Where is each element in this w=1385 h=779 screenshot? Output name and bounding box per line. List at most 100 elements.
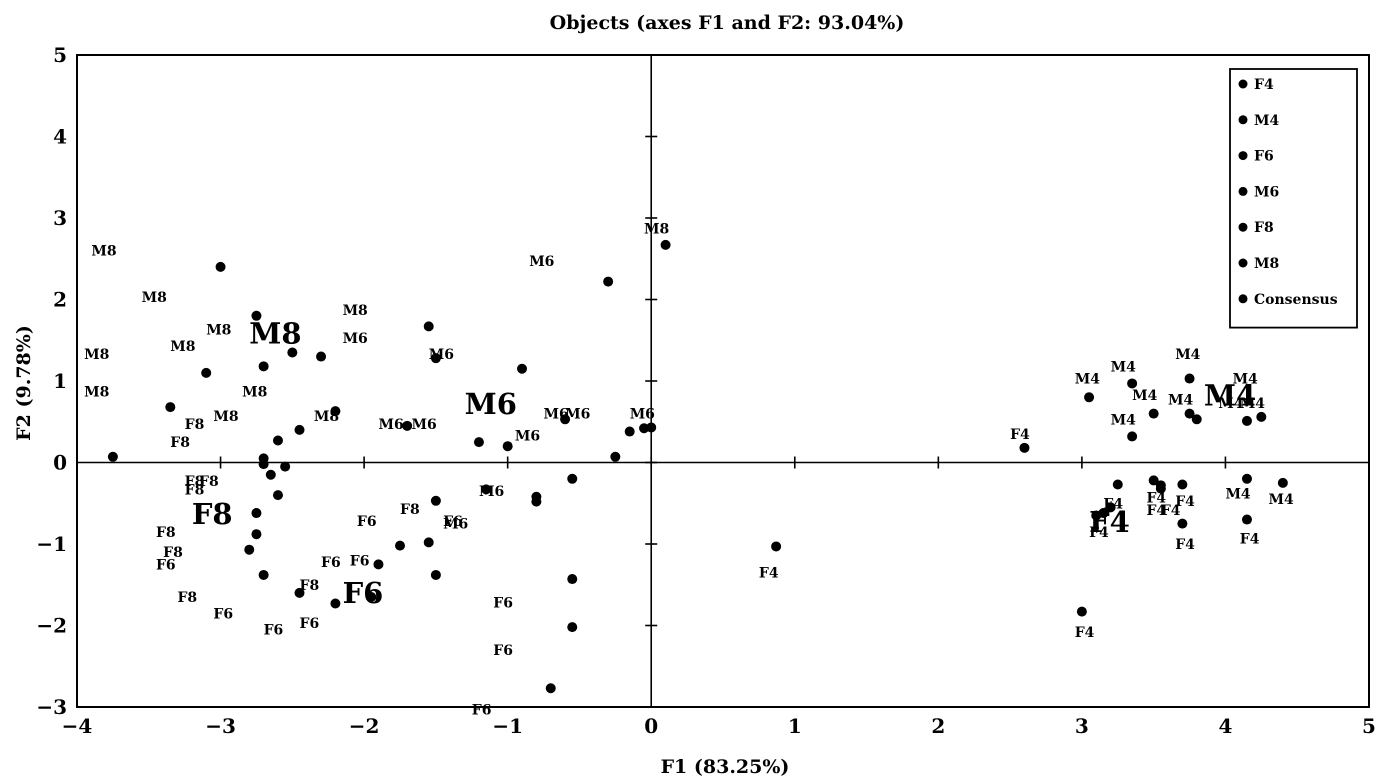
point-label: M4 (1269, 492, 1294, 508)
y-tick-label: −1 (36, 532, 67, 556)
y-tick-label: 5 (53, 43, 67, 67)
legend-item-label: F8 (1254, 220, 1274, 236)
point-label: F8 (163, 545, 183, 561)
data-point (610, 451, 621, 462)
data-point (215, 261, 226, 272)
point-label: M8 (314, 409, 339, 425)
data-point (107, 451, 118, 462)
data-point (1127, 378, 1138, 389)
point-label: F8 (170, 435, 190, 451)
x-tick-label: 4 (1218, 714, 1232, 738)
legend-marker (1238, 115, 1248, 125)
centroid-label: M4 (1204, 379, 1256, 413)
data-point (165, 402, 176, 413)
point-label: M6 (544, 407, 569, 423)
data-point (258, 361, 269, 372)
data-point (280, 461, 291, 472)
data-point (1241, 514, 1252, 525)
point-label: M8 (644, 222, 669, 238)
y-tick-label: 2 (53, 288, 67, 312)
data-point (1155, 480, 1166, 491)
data-point (646, 422, 657, 433)
point-label: M6 (515, 429, 540, 445)
point-label: F6 (350, 553, 370, 569)
point-label: M8 (343, 303, 368, 319)
y-tick-label: 3 (53, 206, 67, 230)
data-point (517, 363, 528, 374)
legend-item-label: M6 (1254, 184, 1279, 200)
data-point (423, 537, 434, 548)
point-label: M6 (443, 517, 468, 533)
data-point (624, 426, 635, 437)
legend-marker (1238, 151, 1248, 161)
data-point (660, 239, 671, 250)
data-point (567, 473, 578, 484)
data-point (402, 420, 413, 431)
data-point (244, 544, 255, 555)
data-point (1105, 502, 1116, 513)
point-label: M6 (343, 331, 368, 347)
point-label: M8 (206, 323, 231, 339)
data-point (423, 321, 434, 332)
legend-box (1229, 68, 1358, 329)
y-tick-label: −3 (36, 695, 67, 719)
x-tick-label: 2 (931, 714, 945, 738)
point-label: M8 (142, 290, 167, 306)
point-label: M8 (91, 244, 116, 260)
point-label: M6 (630, 407, 655, 423)
data-point (502, 441, 513, 452)
point-label: M4 (1111, 359, 1136, 375)
legend-item-label: M4 (1254, 113, 1279, 129)
data-point (1076, 606, 1087, 617)
x-tick-label: 0 (644, 714, 658, 738)
data-point (330, 598, 341, 609)
data-point (771, 541, 782, 552)
point-label: F4 (1089, 525, 1109, 541)
point-label: F6 (321, 555, 341, 571)
point-label: M8 (242, 385, 267, 401)
point-label: M4 (1132, 388, 1157, 404)
data-point (373, 559, 384, 570)
point-label: F4 (1240, 531, 1260, 547)
point-label: F8 (156, 525, 176, 541)
point-label: M6 (529, 254, 554, 270)
legend-marker (1238, 186, 1248, 196)
point-label: M6 (411, 417, 436, 433)
point-label: M4 (1218, 396, 1243, 412)
data-point (251, 508, 262, 519)
legend-marker (1238, 222, 1248, 232)
point-label: F6 (472, 702, 492, 718)
data-point (258, 459, 269, 470)
legend-item-label: F4 (1254, 77, 1274, 93)
point-label: F4 (1161, 503, 1181, 519)
x-axis-label: F1 (83.25%) (661, 756, 790, 778)
y-tick-label: −2 (36, 614, 67, 638)
data-point (1148, 475, 1159, 486)
centroid-label: F4 (1089, 505, 1130, 539)
point-label: M4 (1111, 412, 1136, 428)
point-label: M4 (1225, 486, 1250, 502)
data-point (1177, 518, 1188, 529)
point-label: M8 (170, 339, 195, 355)
data-point (1277, 477, 1288, 488)
point-label: M4 (1233, 372, 1258, 388)
point-label: F8 (177, 590, 197, 606)
data-point (1112, 479, 1123, 490)
point-label: M6 (429, 347, 454, 363)
point-label: M4 (1168, 393, 1193, 409)
data-point (287, 347, 298, 358)
y-tick-label: 0 (53, 451, 67, 475)
point-label: F6 (213, 606, 233, 622)
point-label: F8 (199, 474, 219, 490)
x-tick-label: 3 (1075, 714, 1089, 738)
point-label: F8 (400, 502, 420, 518)
point-label: F4 (1175, 494, 1195, 510)
x-tick-label: −2 (349, 714, 380, 738)
legend-item-label: F6 (1254, 149, 1274, 165)
data-point (1191, 414, 1202, 425)
point-label: F8 (185, 474, 205, 490)
data-point (201, 367, 212, 378)
data-point (567, 622, 578, 633)
point-label: M8 (84, 347, 109, 363)
